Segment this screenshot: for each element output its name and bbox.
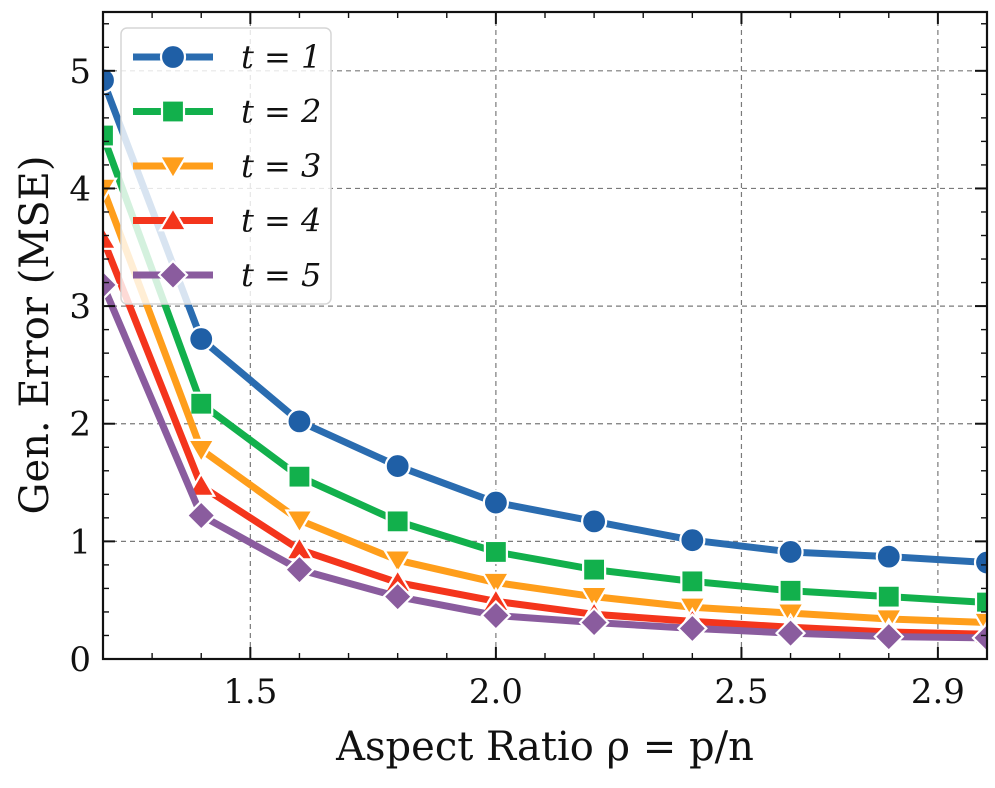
legend-marker: [157, 259, 189, 291]
legend-item: t = 1: [133, 38, 321, 76]
series-layer: [103, 67, 987, 654]
data-point: [774, 617, 807, 649]
legend-item: t = 5: [133, 256, 321, 294]
data-point: [287, 464, 312, 489]
y-tick-label: 2: [69, 405, 91, 445]
tick-labels: 1.5 2.0 2.5 2.9 0 1 2 3 4 5: [69, 52, 965, 712]
data-point: [186, 438, 217, 465]
legend-marker: [160, 99, 186, 124]
y-tick-label: 5: [69, 52, 91, 92]
data-point: [286, 408, 313, 435]
data-point: [103, 123, 116, 148]
series-2: [103, 123, 987, 615]
data-point: [185, 499, 217, 532]
legend-label: t = 2: [241, 93, 321, 131]
series-1: [103, 67, 987, 576]
data-point: [875, 543, 902, 570]
x-axis-title: Aspect Ratio ρ = p/n: [335, 724, 754, 770]
data-point: [482, 489, 509, 516]
legend-label: t = 3: [241, 147, 321, 185]
data-point: [873, 621, 905, 653]
legend-label: t = 4: [241, 202, 321, 240]
y-tick-label: 1: [69, 522, 91, 562]
data-point: [971, 622, 987, 654]
y-tick-label: 3: [69, 287, 91, 327]
data-point: [483, 539, 508, 565]
series-line: [103, 76, 987, 567]
y-tick-label: 0: [69, 640, 91, 680]
data-point: [778, 578, 803, 603]
legend-item: t = 4: [133, 202, 321, 240]
ticks: [103, 12, 987, 660]
legend-box: [120, 27, 332, 305]
data-point: [777, 538, 804, 566]
y-axis-title: Gen. Error (MSE): [12, 156, 58, 515]
legend-item: t = 2: [133, 93, 321, 131]
data-point: [189, 391, 214, 416]
data-point: [382, 549, 413, 575]
legend-marker: [159, 43, 187, 71]
series-5: [103, 269, 987, 654]
data-point: [284, 509, 315, 535]
data-point: [578, 606, 610, 639]
data-point: [679, 527, 706, 554]
legend: t = 1 t = 2 t = 3 t = 4 t = 5: [120, 27, 332, 305]
data-point: [384, 452, 411, 480]
data-point: [103, 67, 117, 94]
data-point: [974, 590, 987, 615]
data-point: [876, 584, 901, 609]
data-point: [480, 599, 512, 632]
data-point: [385, 509, 410, 534]
data-point: [973, 549, 987, 576]
x-tick-label: 2.5: [714, 672, 768, 712]
legend-marker: [158, 155, 188, 181]
data-point: [103, 177, 118, 203]
data-point: [283, 554, 316, 586]
legend-label: t = 1: [241, 38, 321, 76]
series-line: [103, 184, 987, 627]
series-line: [103, 235, 987, 638]
data-point: [382, 581, 414, 613]
data-point: [186, 471, 217, 497]
y-tick-label: 4: [69, 169, 91, 209]
data-point: [579, 585, 610, 612]
data-point: [103, 269, 119, 301]
x-tick-label: 2.9: [911, 672, 965, 712]
data-point: [582, 557, 607, 582]
legend-item: t = 3: [133, 147, 321, 185]
data-point: [581, 508, 608, 535]
series-line: [103, 132, 987, 607]
data-point: [680, 569, 705, 594]
data-point: [103, 224, 118, 250]
series-line: [103, 281, 987, 642]
data-point: [480, 571, 511, 598]
x-tick-label: 2.0: [469, 672, 523, 712]
data-point: [676, 612, 708, 644]
x-tick-label: 1.5: [223, 672, 277, 712]
data-point: [188, 325, 215, 353]
legend-label: t = 5: [241, 256, 321, 294]
legend-marker: [158, 205, 188, 232]
